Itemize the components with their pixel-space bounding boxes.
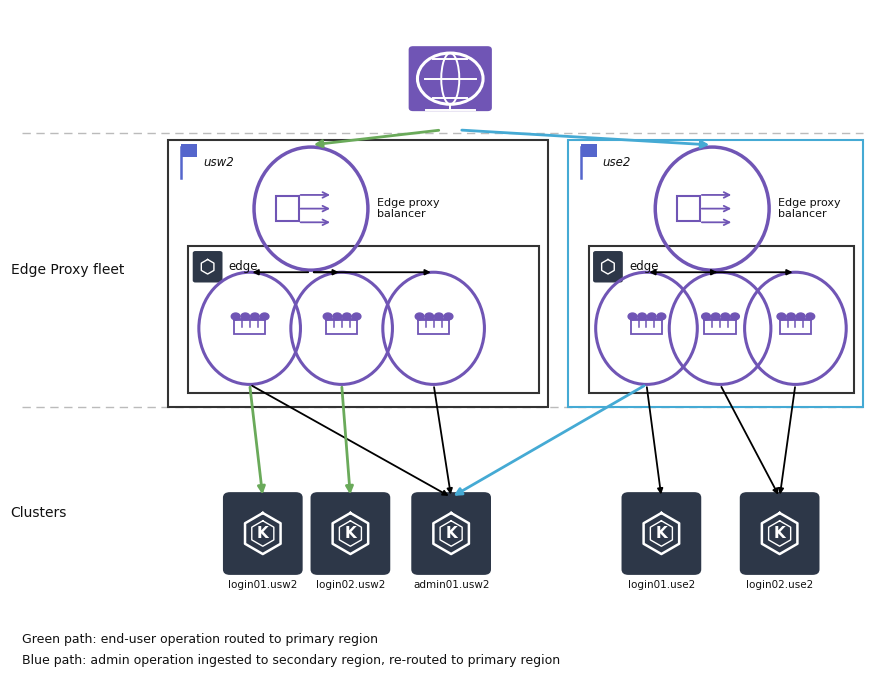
Circle shape <box>251 313 259 320</box>
FancyArrowPatch shape <box>710 270 716 274</box>
Text: Blue path: admin operation ingested to secondary region, re-routed to primary re: Blue path: admin operation ingested to s… <box>22 653 560 667</box>
Circle shape <box>343 313 351 320</box>
Text: K: K <box>655 526 668 541</box>
Circle shape <box>323 313 332 320</box>
Circle shape <box>638 313 646 320</box>
Text: edge: edge <box>629 260 659 274</box>
FancyArrowPatch shape <box>252 386 447 495</box>
Circle shape <box>352 313 361 320</box>
Circle shape <box>444 113 456 122</box>
Text: edge: edge <box>229 260 258 274</box>
FancyArrowPatch shape <box>254 270 308 274</box>
Text: K: K <box>257 526 269 541</box>
FancyArrowPatch shape <box>651 270 710 274</box>
Text: Clusters: Clusters <box>11 506 67 520</box>
Text: login01.usw2: login01.usw2 <box>228 580 298 590</box>
FancyBboxPatch shape <box>739 492 820 575</box>
FancyBboxPatch shape <box>193 251 223 282</box>
FancyBboxPatch shape <box>311 492 390 575</box>
Text: login01.use2: login01.use2 <box>628 580 695 590</box>
FancyArrowPatch shape <box>462 130 706 147</box>
Circle shape <box>333 313 342 320</box>
Circle shape <box>657 313 666 320</box>
FancyBboxPatch shape <box>581 144 597 157</box>
FancyBboxPatch shape <box>223 492 303 575</box>
FancyBboxPatch shape <box>408 47 492 111</box>
Circle shape <box>731 313 739 320</box>
Circle shape <box>628 313 637 320</box>
FancyArrowPatch shape <box>314 270 337 274</box>
Text: K: K <box>774 526 786 541</box>
Text: K: K <box>445 526 457 541</box>
FancyArrowPatch shape <box>314 270 429 274</box>
FancyBboxPatch shape <box>593 251 623 282</box>
Circle shape <box>721 313 730 320</box>
Circle shape <box>420 113 432 122</box>
Circle shape <box>434 313 443 320</box>
Text: admin01.usw2: admin01.usw2 <box>413 580 490 590</box>
Circle shape <box>702 313 710 320</box>
Text: usw2: usw2 <box>203 155 234 169</box>
Circle shape <box>711 313 720 320</box>
FancyArrowPatch shape <box>434 387 452 492</box>
FancyArrowPatch shape <box>456 386 644 495</box>
Circle shape <box>806 313 815 320</box>
FancyArrowPatch shape <box>646 387 662 492</box>
Text: K: K <box>344 526 357 541</box>
Text: Edge Proxy fleet: Edge Proxy fleet <box>11 263 124 277</box>
FancyArrowPatch shape <box>342 387 352 491</box>
FancyArrowPatch shape <box>317 130 439 146</box>
Circle shape <box>469 113 481 122</box>
Circle shape <box>260 313 269 320</box>
Text: login02.use2: login02.use2 <box>746 580 813 590</box>
FancyBboxPatch shape <box>412 492 491 575</box>
Circle shape <box>444 313 453 320</box>
Text: Edge proxy
balancer: Edge proxy balancer <box>778 198 840 220</box>
Circle shape <box>777 313 786 320</box>
FancyBboxPatch shape <box>181 144 197 157</box>
Text: use2: use2 <box>603 155 631 169</box>
FancyArrowPatch shape <box>779 387 795 492</box>
Circle shape <box>796 313 805 320</box>
FancyBboxPatch shape <box>622 492 701 575</box>
FancyArrowPatch shape <box>715 270 791 274</box>
Circle shape <box>647 313 656 320</box>
FancyArrowPatch shape <box>721 387 777 493</box>
Circle shape <box>415 313 424 320</box>
Text: login02.usw2: login02.usw2 <box>315 580 385 590</box>
FancyArrowPatch shape <box>250 387 265 491</box>
Circle shape <box>425 313 434 320</box>
Text: Green path: end-user operation routed to primary region: Green path: end-user operation routed to… <box>22 633 378 646</box>
Text: Edge proxy
balancer: Edge proxy balancer <box>377 198 439 220</box>
Circle shape <box>241 313 250 320</box>
Circle shape <box>231 313 240 320</box>
Circle shape <box>787 313 795 320</box>
